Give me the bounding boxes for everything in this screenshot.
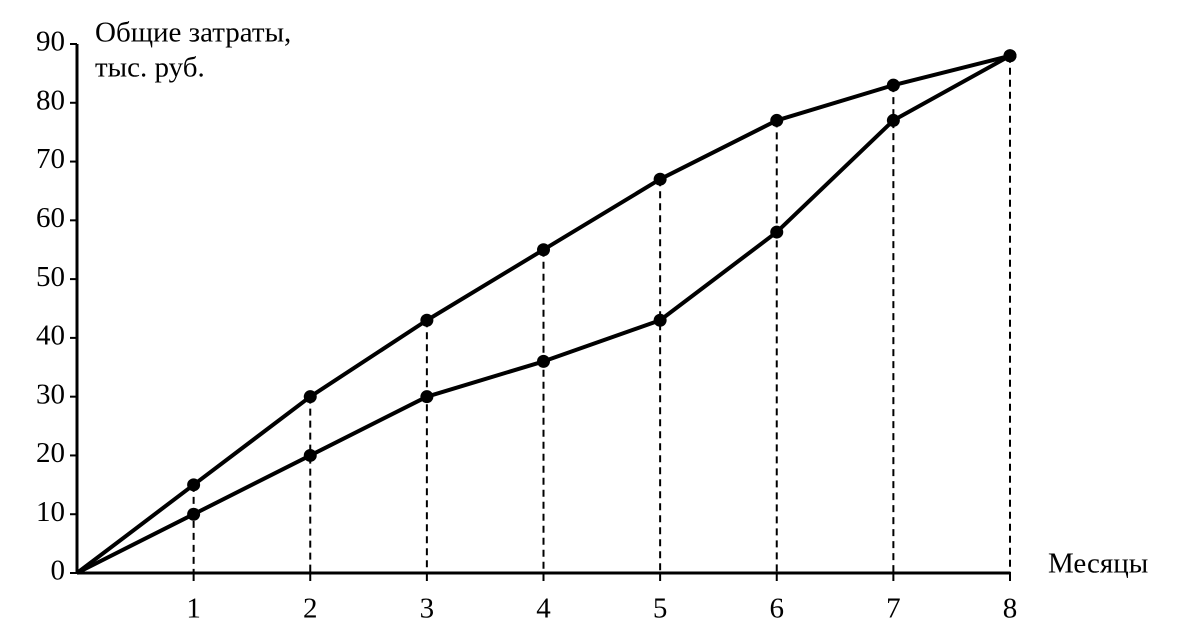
point — [886, 78, 900, 92]
x-tick-label: 2 — [303, 593, 318, 625]
point — [303, 390, 317, 404]
y-tick-label: 40 — [36, 320, 65, 352]
y-tick-label: 50 — [36, 261, 65, 293]
point — [770, 225, 784, 239]
y-tick-label: 30 — [36, 378, 65, 410]
x-tick-label: 8 — [1003, 593, 1018, 625]
y-axis-label: тыс. руб. — [95, 52, 205, 84]
x-axis-label: Месяцы — [1048, 548, 1148, 580]
point — [886, 113, 900, 127]
point — [420, 390, 434, 404]
point — [770, 113, 784, 127]
point — [653, 172, 667, 186]
x-tick-label: 6 — [770, 593, 785, 625]
point — [420, 313, 434, 327]
point — [1003, 49, 1017, 63]
point — [653, 313, 667, 327]
y-axis-label: Общие затраты, — [95, 17, 291, 49]
point — [187, 507, 201, 521]
point — [537, 243, 550, 257]
y-tick-label: 20 — [36, 437, 65, 469]
point — [303, 448, 317, 462]
x-tick-label: 4 — [536, 593, 551, 625]
x-tick-label: 1 — [186, 593, 201, 625]
y-tick-label: 10 — [36, 496, 65, 528]
point — [537, 354, 550, 368]
y-tick-label: 70 — [36, 143, 65, 175]
x-tick-label: 3 — [420, 593, 435, 625]
y-tick-label: 80 — [36, 84, 65, 116]
x-tick-label: 5 — [653, 593, 668, 625]
x-tick-label: 7 — [886, 593, 901, 625]
y-tick-label: 0 — [51, 555, 66, 587]
y-tick-label: 60 — [36, 202, 65, 234]
point — [187, 478, 201, 492]
y-tick-label: 90 — [36, 26, 65, 58]
